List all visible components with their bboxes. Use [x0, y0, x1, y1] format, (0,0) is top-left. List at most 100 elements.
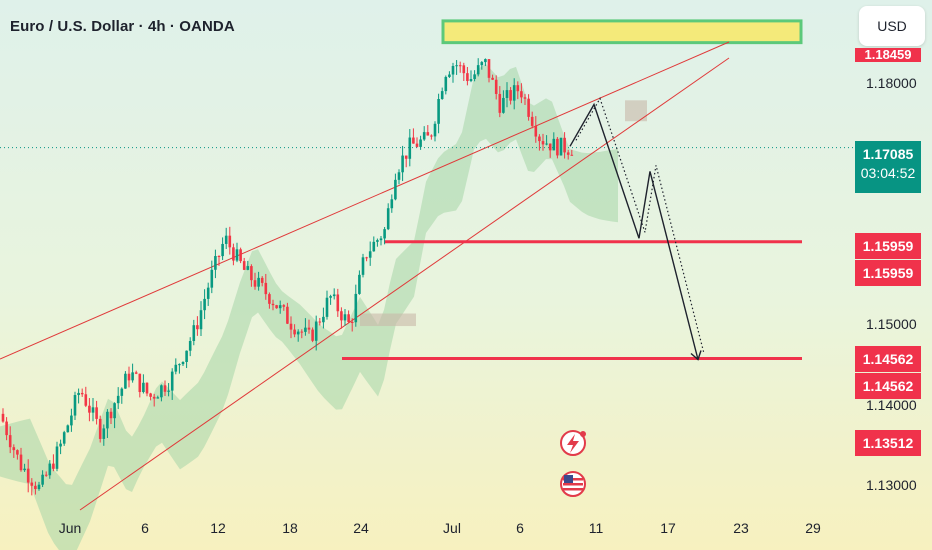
candle [494, 79, 498, 94]
candle [304, 327, 307, 332]
candle [372, 241, 376, 252]
candle [196, 325, 199, 330]
y-tick-label: 1.14000 [866, 397, 917, 413]
candle [228, 235, 232, 248]
candle [77, 392, 80, 396]
currency-button[interactable]: USD [859, 6, 925, 46]
candle [498, 93, 502, 113]
candle [250, 266, 253, 281]
candle [390, 199, 394, 209]
candle [8, 435, 12, 448]
candle [113, 403, 116, 419]
candle [422, 132, 426, 140]
candle [167, 390, 170, 392]
candle [131, 372, 134, 381]
candle [538, 136, 541, 142]
candle [340, 311, 343, 321]
candle [520, 91, 523, 98]
candle [232, 247, 235, 261]
candle [383, 229, 386, 239]
candle [469, 79, 473, 82]
candle [260, 277, 264, 283]
level-badge: 1.15959 [855, 233, 921, 259]
lightning-event-icon[interactable] [560, 430, 586, 456]
candle [448, 74, 451, 77]
candle [552, 138, 556, 151]
candle [48, 463, 52, 476]
candle [433, 123, 437, 137]
level-badge: 1.15959 [855, 260, 921, 286]
level-badge: 1.14562 [855, 346, 921, 372]
x-tick-label: 23 [733, 520, 749, 536]
candle [214, 256, 217, 270]
candle [37, 484, 41, 490]
candle [34, 485, 37, 490]
x-tick-label: 6 [141, 520, 149, 536]
candlestick-series [1, 58, 574, 496]
candle [444, 76, 448, 92]
cloud-bullish-region [0, 64, 618, 550]
candle [23, 468, 26, 471]
candle [264, 282, 268, 295]
candle [127, 373, 131, 381]
candle [527, 98, 530, 117]
x-tick-label: 17 [660, 520, 676, 536]
candle [314, 321, 318, 341]
candle [426, 132, 430, 136]
projection-solid-line [569, 102, 699, 360]
candle [480, 62, 484, 66]
level-badge: 1.13512 [855, 430, 921, 456]
countdown-label: 03:04:52 [860, 165, 916, 181]
candle [16, 450, 19, 455]
candle [476, 65, 480, 75]
candle [300, 331, 304, 333]
cloud-bearish-region [625, 100, 647, 122]
candle [138, 373, 142, 393]
candle [109, 411, 113, 419]
candle [26, 468, 30, 483]
candle [156, 397, 160, 399]
candle [30, 482, 34, 486]
candle [188, 340, 192, 351]
candle [491, 77, 494, 80]
y-tick-label: 1.13000 [866, 477, 917, 493]
support-levels [342, 240, 802, 361]
x-tick-label: 29 [805, 520, 821, 536]
top-price-badge: 1.18459 [855, 48, 921, 62]
candle [415, 143, 419, 147]
projection-arrowhead [690, 350, 702, 361]
candle [98, 418, 102, 439]
x-tick-label: Jul [443, 520, 461, 536]
candle [95, 407, 98, 419]
candle [512, 85, 516, 101]
candle [430, 135, 433, 137]
candle [192, 325, 196, 341]
candle [88, 405, 91, 413]
y-tick-label: 1.18000 [866, 75, 917, 91]
candle [311, 329, 314, 341]
candle [523, 97, 527, 99]
candle [12, 447, 16, 451]
candle [307, 327, 311, 330]
candle [394, 179, 397, 200]
candle [44, 474, 48, 476]
candle [502, 97, 505, 113]
projection-dotted-line [575, 97, 705, 354]
candle [275, 305, 278, 309]
candle [473, 74, 476, 80]
us-flag-icon[interactable] [560, 471, 586, 497]
candle [152, 396, 156, 399]
candle [55, 446, 59, 469]
candle [343, 314, 347, 321]
candle [286, 306, 289, 324]
x-tick-label: Jun [58, 520, 82, 536]
candle [253, 280, 257, 287]
candle [318, 321, 322, 323]
candle [1, 413, 5, 422]
candle [235, 249, 239, 261]
candle [62, 432, 66, 444]
candle [329, 296, 332, 298]
candle [102, 428, 106, 439]
candle [451, 65, 455, 75]
